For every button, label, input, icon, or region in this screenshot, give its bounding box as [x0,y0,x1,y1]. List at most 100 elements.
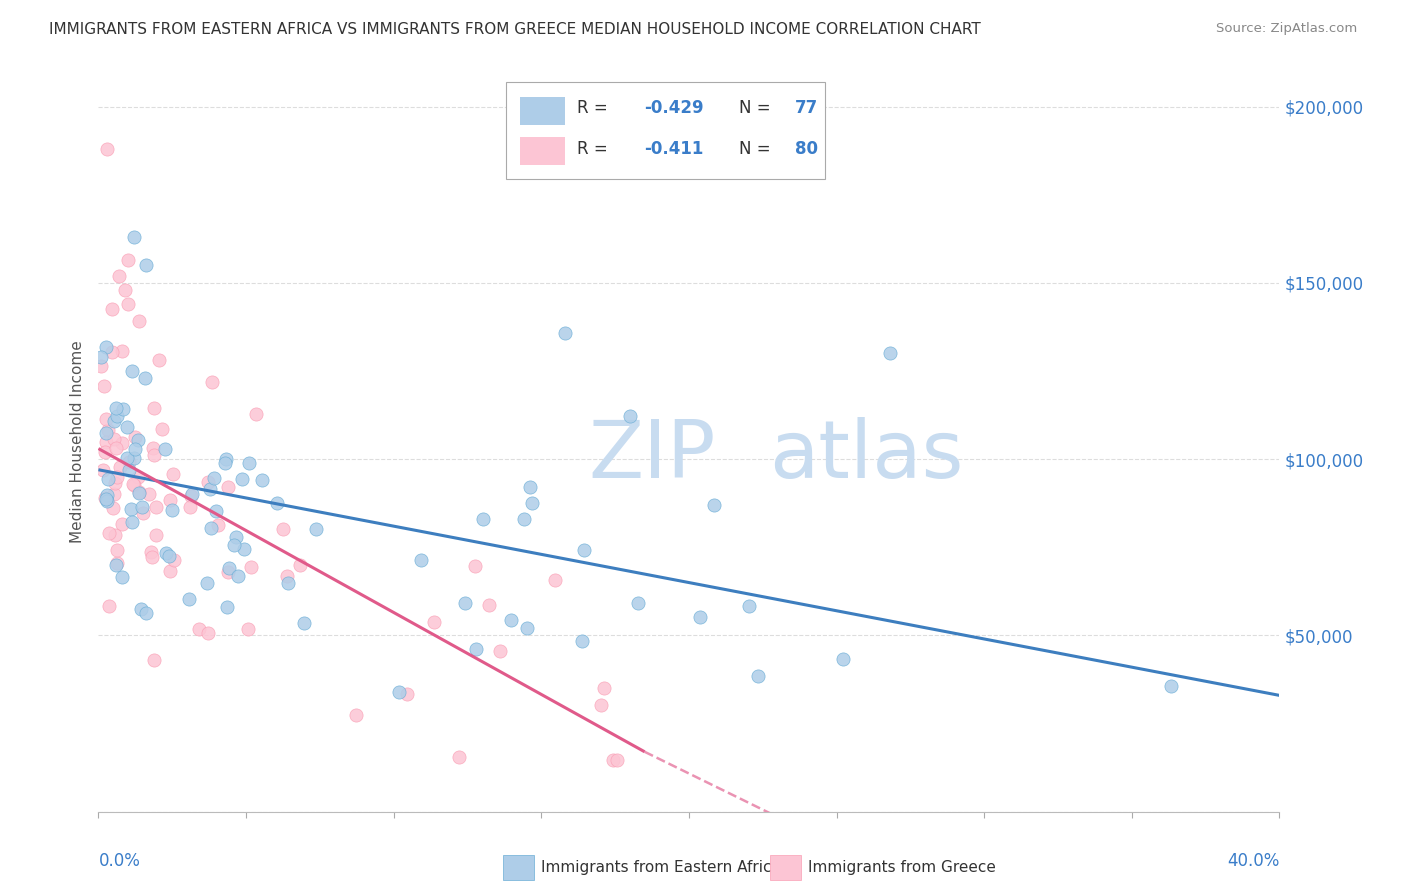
Point [159,564,181,578]
Point [276,569,298,583]
Point [231,472,253,486]
Point [101,345,124,359]
Point [145,527,167,541]
Point [344,708,367,723]
Point [138,487,160,501]
Point [162,467,184,481]
Point [94,426,117,441]
Point [105,409,128,423]
Point [513,512,536,526]
Point [200,521,222,535]
Point [422,615,444,630]
Point [143,448,166,462]
Point [97,525,120,540]
Point [101,301,124,316]
Point [593,681,616,696]
Point [602,754,624,768]
Point [288,558,311,572]
Point [103,414,125,428]
Point [266,496,288,510]
Point [128,484,150,499]
Point [139,545,162,559]
Text: Immigrants from Eastern Africa: Immigrants from Eastern Africa [541,860,782,874]
Point [589,698,612,712]
Point [703,498,725,512]
Point [305,522,328,536]
FancyBboxPatch shape [520,137,565,165]
Point [250,473,273,487]
Point [195,576,218,591]
Point [118,463,141,477]
Point [215,452,238,467]
Point [544,573,567,587]
Point [179,592,201,607]
Point [145,500,167,515]
Point [97,423,120,437]
Point [111,343,134,358]
Point [105,441,128,455]
Point [128,314,150,328]
Text: 0.0%: 0.0% [98,853,141,871]
Point [96,142,118,156]
Point [111,402,134,417]
Point [107,556,129,570]
Text: -0.429: -0.429 [644,99,703,118]
Point [245,407,267,421]
Point [153,442,176,456]
Point [141,549,163,564]
Point [214,456,236,470]
Point [93,379,115,393]
Point [104,558,127,573]
Point [105,542,128,557]
Point [131,500,153,515]
Point [201,375,224,389]
Text: R =: R = [576,99,613,118]
Point [148,353,170,368]
Point [879,346,901,360]
Point [478,598,501,612]
Point [1160,679,1182,693]
Point [747,669,769,683]
Point [217,599,239,614]
Text: Source: ZipAtlas.com: Source: ZipAtlas.com [1216,22,1357,36]
Point [97,472,120,486]
Point [471,512,494,526]
Point [97,599,120,613]
Point [142,441,165,455]
Point [94,340,117,354]
Point [619,409,641,424]
Point [449,750,471,764]
Point [627,596,650,610]
Point [93,445,115,459]
Point [122,451,145,466]
Point [454,596,477,610]
Point [94,434,117,449]
Point [104,401,127,416]
Point [111,516,134,531]
Point [238,622,260,636]
Point [225,530,247,544]
Point [142,653,165,667]
Point [224,538,246,552]
Point [519,480,541,494]
Point [104,528,127,542]
Point [96,491,118,506]
Point [117,253,139,268]
Point [200,483,222,497]
Point [122,477,145,491]
Point [277,576,299,591]
Point [465,641,488,656]
Text: 40.0%: 40.0% [1227,853,1279,871]
Point [489,644,512,658]
Text: atlas: atlas [769,417,963,495]
Point [411,552,433,566]
Point [271,522,294,536]
Point [554,326,576,340]
Text: 77: 77 [796,99,818,118]
Point [159,492,181,507]
Point [571,633,593,648]
Text: 80: 80 [796,140,818,158]
Point [606,753,628,767]
Text: -0.411: -0.411 [644,140,703,158]
Point [103,487,125,501]
